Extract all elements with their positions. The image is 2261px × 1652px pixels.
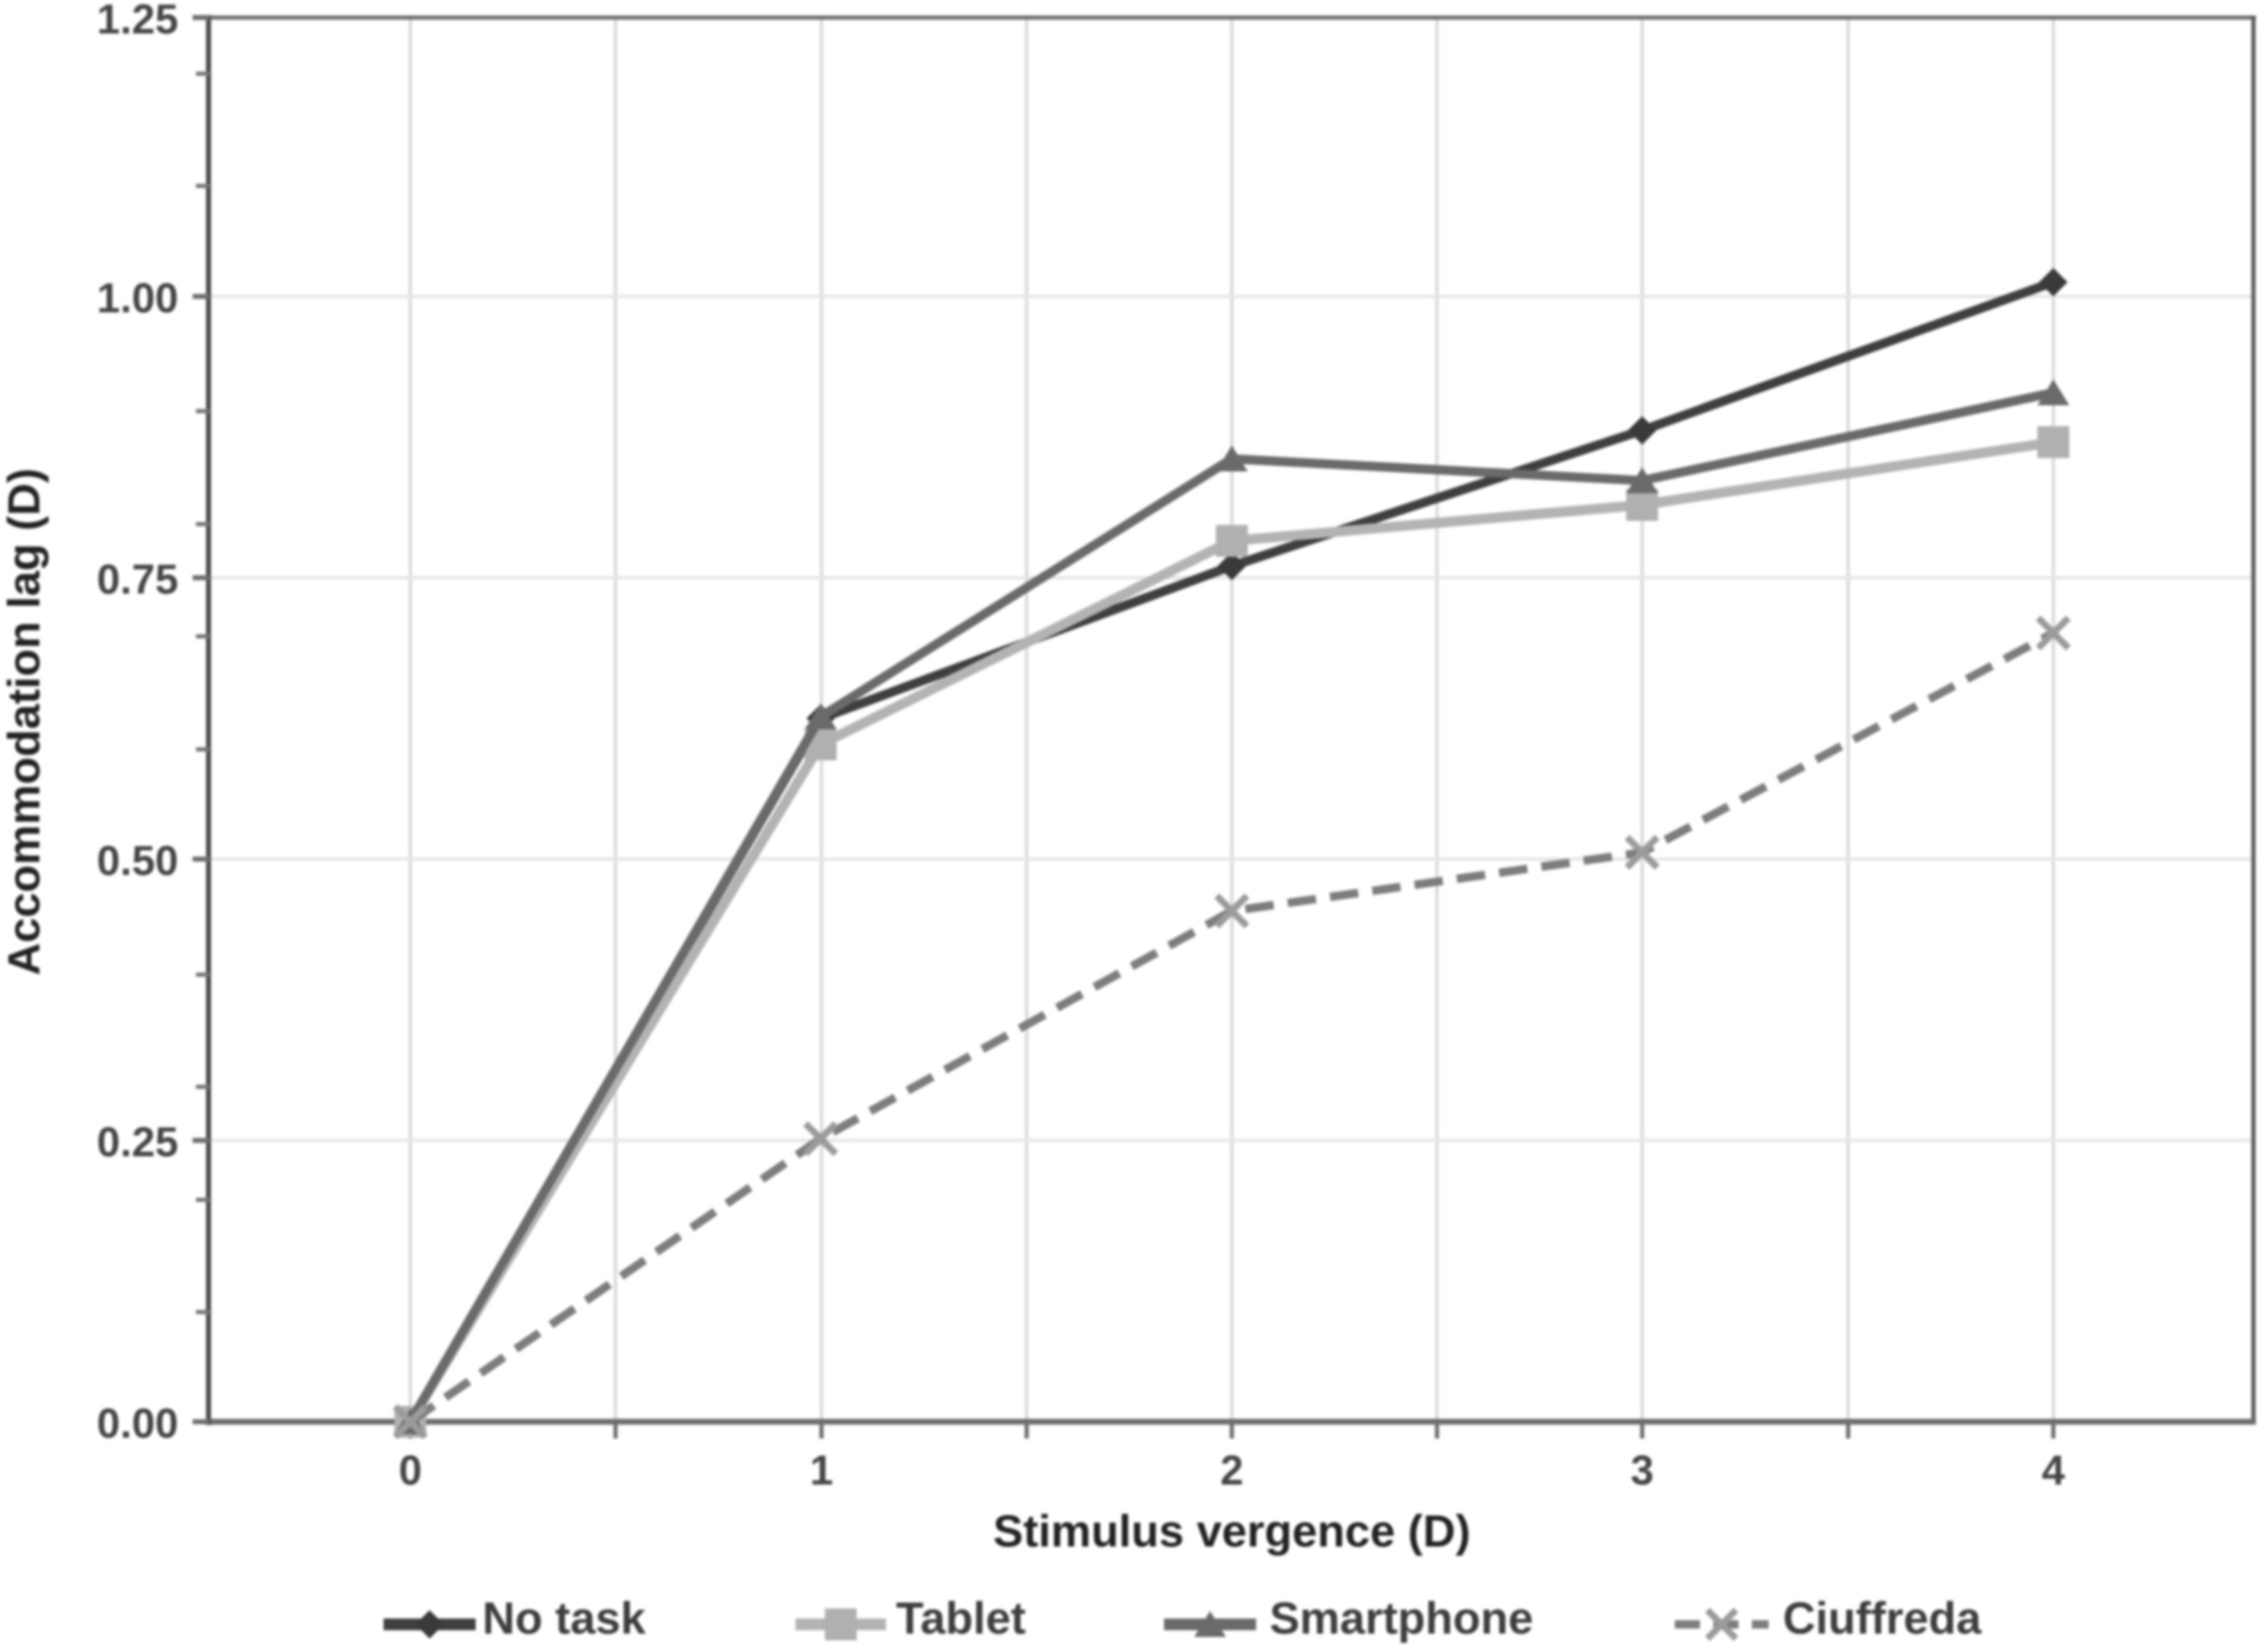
svg-text:Accommodation lag (D): Accommodation lag (D) <box>0 468 49 975</box>
svg-text:Tablet: Tablet <box>896 1593 1026 1644</box>
svg-text:1: 1 <box>810 1447 833 1494</box>
svg-text:Ciuffreda: Ciuffreda <box>1783 1593 1982 1644</box>
svg-text:0: 0 <box>399 1447 422 1494</box>
svg-text:3: 3 <box>1630 1447 1654 1494</box>
svg-text:No task: No task <box>482 1593 646 1644</box>
svg-text:1.25: 1.25 <box>97 0 178 43</box>
svg-text:2: 2 <box>1220 1447 1244 1494</box>
svg-text:Stimulus vergence (D): Stimulus vergence (D) <box>993 1506 1470 1557</box>
svg-text:0.50: 0.50 <box>97 837 178 884</box>
svg-text:0.00: 0.00 <box>97 1400 178 1447</box>
svg-text:Smartphone: Smartphone <box>1270 1593 1533 1644</box>
svg-text:1.00: 1.00 <box>97 275 178 322</box>
svg-text:0.25: 0.25 <box>97 1119 178 1166</box>
svg-text:4: 4 <box>2042 1447 2065 1494</box>
svg-text:0.75: 0.75 <box>97 556 178 603</box>
